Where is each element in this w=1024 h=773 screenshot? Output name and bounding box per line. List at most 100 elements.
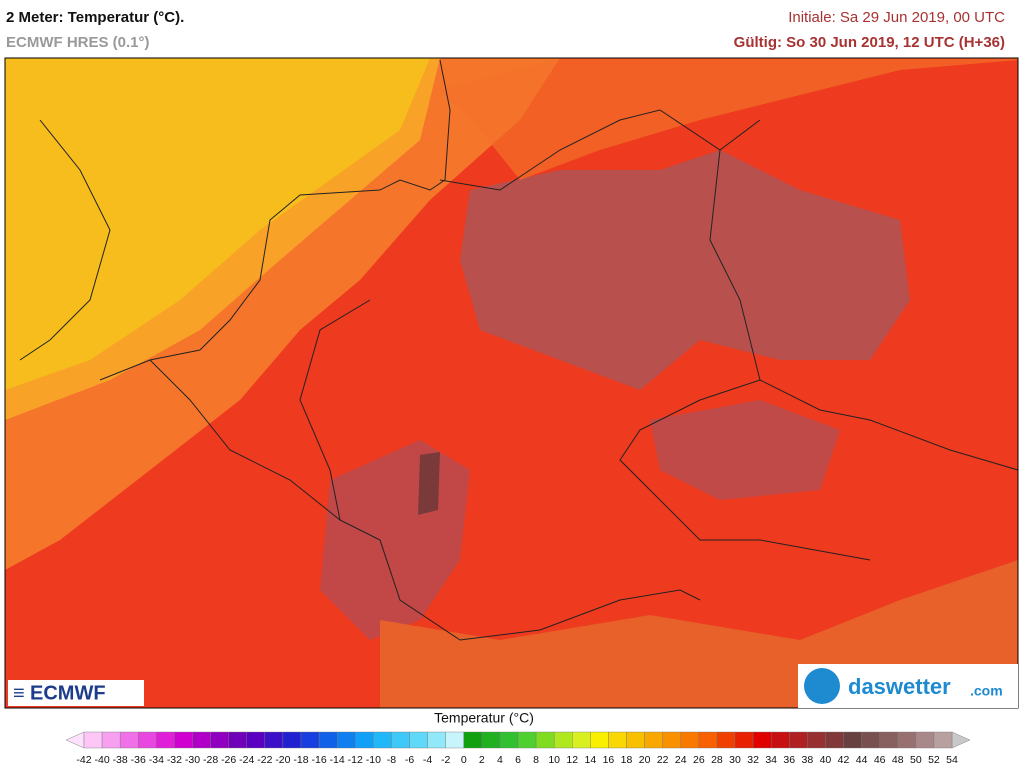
temp-zone-yellow <box>5 58 430 390</box>
colorbar-low-arrow <box>65 731 85 749</box>
colorbar-box <box>662 731 681 749</box>
colorbar-label: 2 <box>479 754 485 766</box>
colorbar-box <box>336 731 356 749</box>
colorbar-box <box>246 731 266 749</box>
colorbar-box <box>517 731 537 749</box>
logo-left-icon: ≡ <box>13 682 25 704</box>
colorbar-label: 50 <box>910 754 922 766</box>
colorbar-label: 28 <box>711 754 723 766</box>
colorbar-label: 6 <box>515 754 521 766</box>
colorbar-box <box>553 731 573 749</box>
colorbar: -42 -40 -38 -36 -34 -32 -30 -28 -26 -24 -22 -20 -18-… <box>65 731 971 766</box>
valid-time: Gültig: So 30 Jun 2019, 12 UTC (H+36) <box>734 34 1005 51</box>
init-time: Initiale: Sa 29 Jun 2019, 00 UTC <box>788 9 1005 26</box>
colorbar-label: 20 <box>639 754 651 766</box>
logo-left: ECMWF <box>30 682 106 704</box>
colorbar-box <box>355 731 374 749</box>
colorbar-label: 36 <box>783 754 795 766</box>
colorbar-label: 24 <box>675 754 687 766</box>
subtitle: ECMWF HRES (0.1°) <box>6 34 150 51</box>
colorbar-label: 42 <box>838 754 850 766</box>
colorbar-label: -4 <box>423 754 432 766</box>
colorbar-label: 22 <box>657 754 669 766</box>
colorbar-box <box>499 731 519 749</box>
colorbar-label: 12 <box>566 754 578 766</box>
colorbar-box <box>373 731 392 749</box>
colorbar-box <box>138 731 157 749</box>
temp-zone-hot-cz <box>650 400 840 500</box>
colorbar-label: 10 <box>548 754 560 766</box>
colorbar-label: -22 <box>257 754 272 766</box>
colorbar-high-arrow <box>951 731 971 749</box>
colorbar-label: -34 <box>149 754 164 766</box>
colorbar-label: -12 <box>348 754 363 766</box>
colorbar-box <box>825 731 844 749</box>
colorbar-box <box>897 731 917 749</box>
colorbar-label: -40 <box>94 754 109 766</box>
temp-zone-rhine <box>418 452 440 515</box>
colorbar-label: -28 <box>203 754 218 766</box>
colorbar-label: -18 <box>293 754 308 766</box>
colorbar-label: 38 <box>801 754 813 766</box>
colorbar-box <box>590 731 609 749</box>
colorbar-label: 14 <box>584 754 596 766</box>
temp-zone-hot <box>460 150 910 390</box>
colorbar-label: 18 <box>621 754 633 766</box>
colorbar-label: 52 <box>928 754 940 766</box>
colorbar-label: 16 <box>603 754 615 766</box>
colorbar-box <box>915 731 935 749</box>
colorbar-label: -38 <box>113 754 128 766</box>
colorbar-box <box>789 731 808 749</box>
colorbar-label: -8 <box>387 754 396 766</box>
colorbar-box <box>391 731 410 749</box>
colorbar-box <box>680 731 700 749</box>
colorbar-box <box>608 731 627 749</box>
colorbar-box <box>119 731 139 749</box>
colorbar-label: 8 <box>533 754 539 766</box>
colorbar-box <box>156 731 175 749</box>
colorbar-label: 54 <box>946 754 958 766</box>
colorbar-box <box>300 731 320 749</box>
colorbar-box <box>752 731 772 749</box>
title: 2 Meter: Temperatur (°C). <box>6 9 184 26</box>
colorbar-label: -42 <box>76 754 91 766</box>
colorbar-box <box>463 731 483 749</box>
colorbar-label: 30 <box>729 754 741 766</box>
map: ECMWF ≡ daswetter .com <box>4 57 1019 709</box>
logo-left-box <box>8 680 144 706</box>
colorbar-box <box>101 731 121 749</box>
colorbar-label: 4 <box>497 754 503 766</box>
colorbar-box <box>264 731 284 749</box>
colorbar-label: -2 <box>441 754 450 766</box>
colorbar-box <box>445 731 464 749</box>
colorbar-label: -6 <box>405 754 414 766</box>
colorbar-box <box>572 731 591 749</box>
colorbar-label: -24 <box>239 754 254 766</box>
colorbar-box <box>481 731 501 749</box>
colorbar-label: 32 <box>747 754 759 766</box>
borders <box>19 59 1018 641</box>
colorbar-label: 26 <box>693 754 705 766</box>
colorbar-box <box>626 731 645 749</box>
legend-title: Temperatur (°C) <box>434 710 534 726</box>
colorbar-box <box>807 731 826 749</box>
colorbar-box <box>734 731 754 749</box>
colorbar-box <box>409 731 428 749</box>
colorbar-label: 46 <box>874 754 886 766</box>
colorbar-box <box>83 731 103 749</box>
colorbar-box <box>861 731 880 749</box>
colorbar-label: 34 <box>765 754 777 766</box>
colorbar-label: -10 <box>366 754 381 766</box>
colorbar-label: 0 <box>461 754 467 766</box>
logo-right-name: daswetter <box>848 674 951 699</box>
logo-right-icon <box>804 668 840 704</box>
colorbar-box <box>933 731 953 749</box>
colorbar-box <box>644 731 663 749</box>
colorbar-label: -16 <box>311 754 326 766</box>
colorbar-box <box>192 731 211 749</box>
colorbar-box <box>282 731 302 749</box>
colorbar-box <box>698 731 718 749</box>
colorbar-box <box>770 731 790 749</box>
